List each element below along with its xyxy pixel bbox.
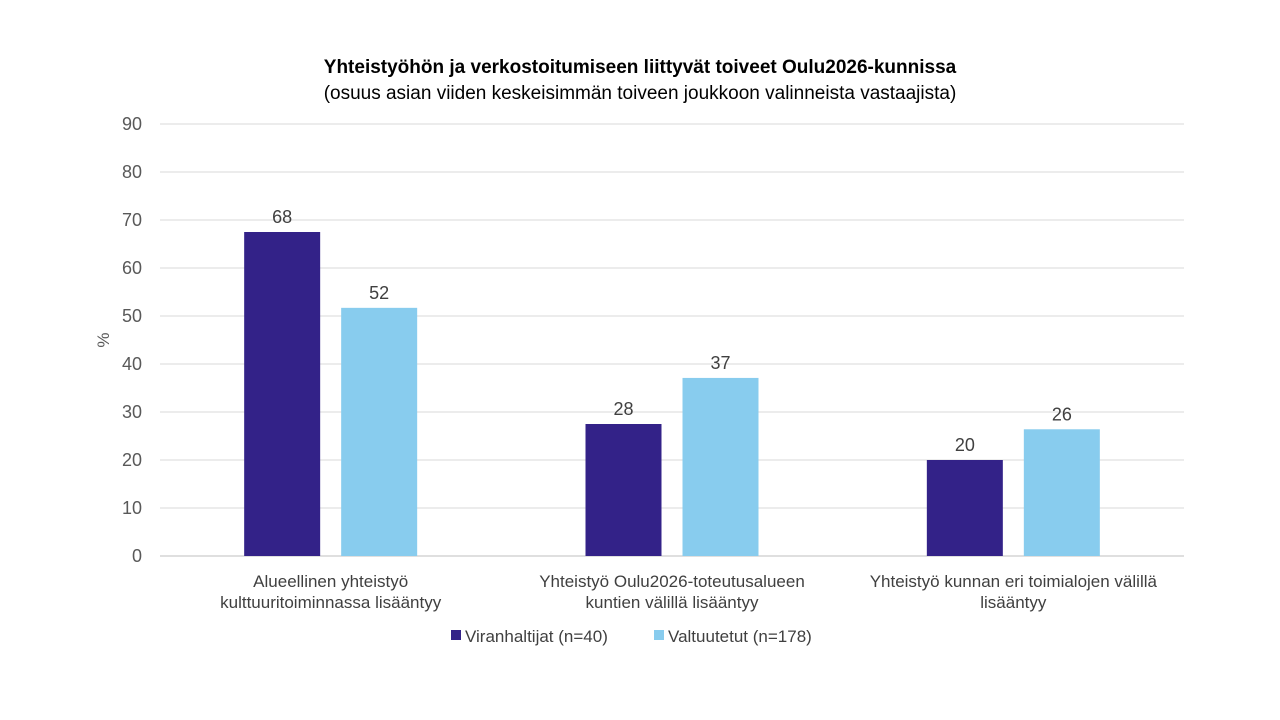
legend-label: Valtuutetut (n=178) — [668, 627, 812, 646]
data-label: 28 — [613, 399, 633, 419]
legend-swatch — [451, 630, 461, 640]
y-tick-label: 70 — [122, 210, 142, 230]
category-label: kulttuuritoiminnassa lisääntyy — [220, 593, 442, 612]
y-tick-label: 0 — [132, 546, 142, 566]
category-label: Yhteistyö Oulu2026-toteutusalueen — [539, 572, 805, 591]
y-tick-label: 80 — [122, 162, 142, 182]
y-tick-label: 90 — [122, 114, 142, 134]
bar-valtuutetut-3 — [1023, 429, 1100, 556]
category-label: lisääntyy — [980, 593, 1047, 612]
bar-valtuutetut-2 — [682, 377, 759, 556]
chart-title-group: Yhteistyöhön ja verkostoitumiseen liitty… — [324, 57, 957, 104]
data-label: 68 — [272, 207, 292, 227]
category-label: Yhteistyö kunnan eri toimialojen välillä — [870, 572, 1158, 591]
y-tick-label: 50 — [122, 306, 142, 326]
bar-viranhaltijat-1 — [244, 232, 321, 556]
bar-valtuutetut-1 — [341, 307, 418, 556]
legend-swatch — [654, 630, 664, 640]
y-axis-label: % — [94, 332, 113, 347]
data-label: 26 — [1052, 404, 1072, 424]
legend-label: Viranhaltijat (n=40) — [465, 627, 608, 646]
data-label: 20 — [955, 435, 975, 455]
bars — [244, 232, 1100, 556]
gridlines — [160, 123, 1184, 557]
data-label: 52 — [369, 283, 389, 303]
x-axis-categories: Alueellinen yhteistyö kulttuuritoiminnass… — [220, 572, 1157, 612]
y-axis-ticks: 0 10 20 30 40 50 60 70 80 90 — [122, 114, 142, 566]
bar-viranhaltijat-3 — [926, 460, 1003, 556]
data-label: 37 — [710, 353, 730, 373]
category-label: Alueellinen yhteistyö — [253, 572, 408, 591]
category-label: kuntien välillä lisääntyy — [586, 593, 759, 612]
chart-subtitle: (osuus asian viiden keskeisimmän toiveen… — [324, 83, 957, 104]
y-tick-label: 30 — [122, 402, 142, 422]
chart-title: Yhteistyöhön ja verkostoitumiseen liitty… — [324, 57, 957, 78]
legend: Viranhaltijat (n=40) Valtuutetut (n=178) — [451, 627, 812, 646]
y-tick-label: 20 — [122, 450, 142, 470]
data-labels: 68 52 28 37 20 26 — [272, 207, 1072, 455]
y-tick-label: 10 — [122, 498, 142, 518]
bar-viranhaltijat-2 — [585, 424, 662, 556]
y-tick-label: 60 — [122, 258, 142, 278]
y-tick-label: 40 — [122, 354, 142, 374]
